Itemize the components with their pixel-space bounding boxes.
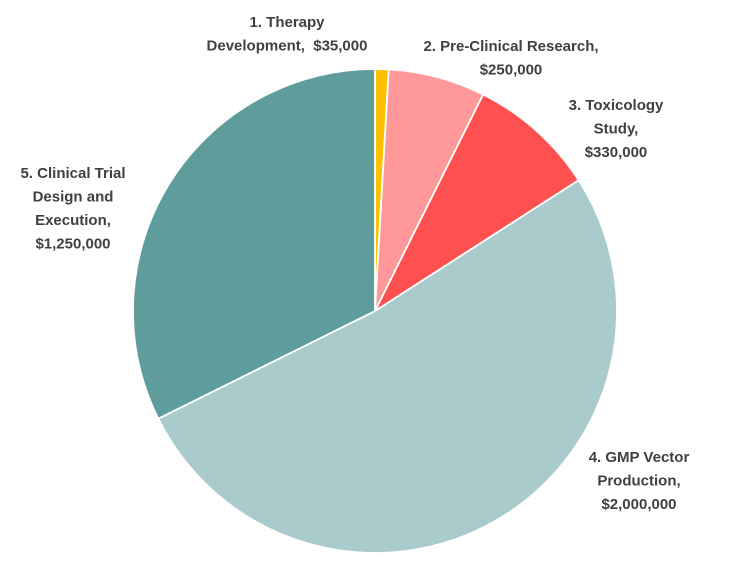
pie-label-5-line-2: Design and [33,189,114,206]
pie-label-1-line-1: 1. Therapy [249,14,325,31]
pie-label-4-line-1: 4. GMP Vector [589,449,690,466]
pie-label-3-line-2: Study, [594,121,639,138]
pie-labels: 1. Therapy Development, $35,000 2. Pre-Cli… [20,14,689,513]
pie-label-2: 2. Pre-Clinical Research, $250,000 [423,38,598,79]
pie-label-5-line-3: Execution, [35,212,111,229]
pie-label-1-line-2: Development, $35,000 [207,38,368,55]
pie-label-4-line-3: $2,000,000 [601,496,676,513]
pie-label-2-line-1: 2. Pre-Clinical Research, [423,38,598,55]
pie-label-1: 1. Therapy Development, $35,000 [207,14,368,55]
pie-label-5: 5. Clinical Trial Design and Execution, $1,… [20,165,125,253]
pie-label-4: 4. GMP Vector Production, $2,000,000 [589,449,690,513]
pie-label-3: 3. Toxicology Study, $330,000 [569,97,664,161]
pie-label-4-line-2: Production, [597,473,680,490]
pie-slice-3 [372,93,580,314]
pie-label-3-line-1: 3. Toxicology [569,97,664,114]
pie-label-2-line-2: $250,000 [480,62,543,79]
pie-slices [132,68,618,554]
pie-label-5-line-4: $1,250,000 [35,236,110,253]
pie-label-5-line-1: 5. Clinical Trial [20,165,125,182]
pie-slice-5 [132,68,376,420]
pie-slice-4 [157,178,618,554]
pie-label-3-line-3: $330,000 [585,144,648,161]
